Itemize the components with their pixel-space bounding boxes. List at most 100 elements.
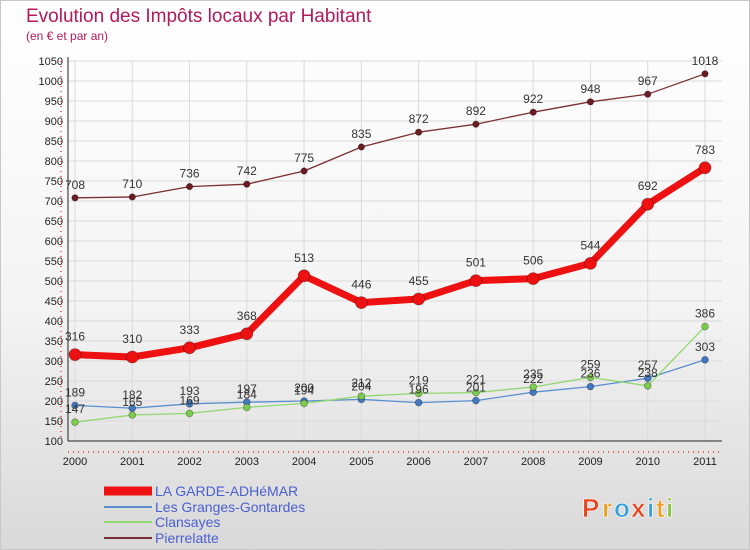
data-label: 892 (466, 104, 486, 118)
logo-letter: t (656, 493, 665, 523)
series-pierrelatte (71, 70, 709, 202)
data-label: 316 (65, 330, 85, 344)
data-label: 236 (580, 367, 600, 381)
legend-label: Les Granges-Gontardes (155, 499, 305, 515)
data-point (414, 398, 423, 407)
data-label: 147 (65, 402, 85, 416)
x-tick-label: 2002 (177, 456, 201, 468)
data-label: 189 (65, 385, 85, 399)
x-tick-label: 2007 (464, 456, 488, 468)
x-tick-label: 2011 (693, 456, 717, 468)
data-label: 368 (237, 309, 257, 323)
y-tick-label: 250 (45, 376, 63, 388)
data-label: 446 (351, 278, 371, 292)
data-label: 742 (237, 164, 257, 178)
data-label: 333 (180, 323, 200, 337)
data-point (71, 194, 79, 202)
data-point (414, 389, 423, 398)
data-point (128, 411, 137, 419)
logo-letter: o (614, 493, 630, 523)
data-label: 200 (294, 381, 314, 395)
y-tick-label: 650 (45, 216, 63, 228)
data-label: 708 (65, 178, 85, 192)
data-point (469, 274, 483, 288)
x-tick-label: 2003 (235, 456, 259, 468)
chart-title: Evolution des Impôts locaux par Habitant (26, 6, 372, 27)
data-label: 212 (351, 376, 371, 390)
data-label: 182 (122, 388, 142, 402)
data-label: 775 (294, 151, 314, 165)
data-label: 193 (180, 384, 200, 398)
data-label: 259 (580, 357, 600, 371)
x-tick-label: 2004 (292, 456, 316, 468)
data-label: 184 (237, 387, 257, 401)
data-label: 165 (122, 395, 142, 409)
data-point (529, 108, 537, 116)
data-label: 710 (122, 177, 142, 191)
data-label: 1018 (692, 54, 719, 68)
data-label: 219 (409, 373, 429, 387)
logo-letter: P (582, 493, 599, 523)
y-tick-label: 300 (45, 356, 63, 368)
y-tick-label: 400 (45, 316, 63, 328)
x-tick-label: 2005 (349, 456, 373, 468)
data-label: 736 (180, 167, 200, 181)
data-point (68, 348, 82, 362)
data-point (243, 180, 251, 188)
data-point (412, 292, 426, 306)
data-point (185, 183, 194, 191)
y-tick-label: 150 (45, 416, 63, 428)
series-la-garde-adh-mar (68, 161, 712, 364)
data-label: 194 (294, 383, 314, 397)
data-label: 257 (638, 358, 658, 372)
logo-letter: r (602, 493, 612, 523)
y-tick-label: 950 (45, 96, 63, 108)
x-tick-label: 2006 (406, 456, 430, 468)
y-tick-label: 500 (45, 276, 63, 288)
y-tick-label: 1000 (39, 76, 63, 88)
x-tick-label: 2000 (63, 456, 87, 468)
data-point (297, 269, 311, 283)
data-point (698, 161, 712, 175)
y-tick-label: 750 (45, 176, 63, 188)
x-tick-label: 2008 (521, 456, 545, 468)
data-label: 922 (523, 92, 543, 106)
data-point (357, 392, 366, 401)
data-point (586, 373, 595, 382)
data-point (71, 401, 79, 410)
data-point (354, 296, 368, 310)
data-point (300, 399, 308, 408)
y-tick-label: 700 (45, 196, 63, 208)
data-point (529, 383, 537, 391)
data-point (526, 272, 540, 286)
data-point (641, 197, 655, 211)
data-label: 506 (523, 254, 543, 268)
series-clansayes (71, 322, 709, 427)
data-label: 501 (466, 256, 486, 270)
data-label: 692 (638, 179, 658, 193)
data-point (644, 90, 652, 98)
data-labels: 708 710 736 742 775 835 872 892 922 948 967 1018 189… (65, 54, 719, 416)
y-tick-label: 800 (45, 156, 63, 168)
data-label: 201 (466, 381, 486, 395)
y-tick-label: 100 (45, 436, 63, 448)
data-label: 544 (580, 238, 600, 252)
logo-letter: i (666, 493, 673, 523)
data-point (472, 120, 480, 128)
data-label: 948 (580, 82, 600, 96)
data-point (472, 396, 480, 405)
chart-subtitle: (en € et par an) (26, 29, 108, 43)
data-label: 967 (638, 74, 658, 88)
logo-letter: x (631, 493, 646, 523)
logo-letter: i (647, 493, 654, 523)
data-label: 196 (409, 383, 429, 397)
data-label: 169 (180, 393, 200, 407)
y-tick-label: 900 (45, 116, 63, 128)
y-tick-label: 450 (45, 296, 63, 308)
data-point (240, 327, 254, 341)
data-label: 455 (409, 274, 429, 288)
data-point (300, 167, 308, 175)
